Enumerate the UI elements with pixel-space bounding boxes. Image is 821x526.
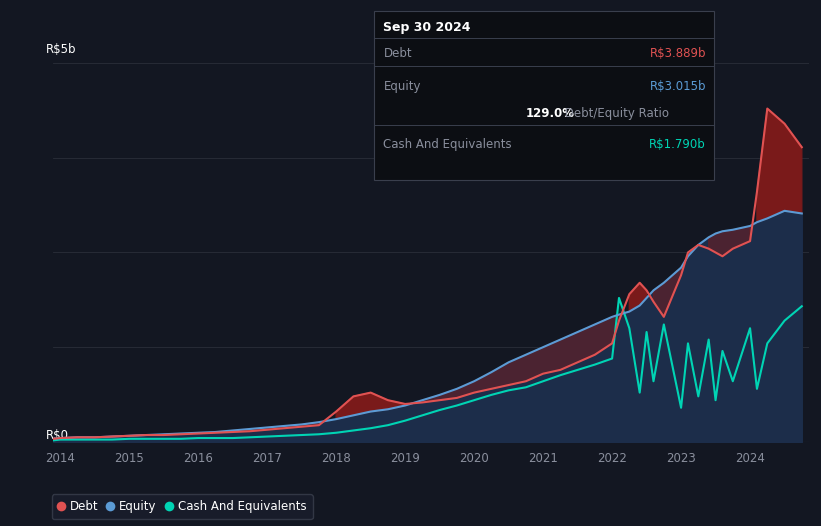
- Text: Equity: Equity: [383, 80, 421, 93]
- Text: Cash And Equivalents: Cash And Equivalents: [383, 138, 512, 151]
- Text: R$0: R$0: [46, 429, 69, 442]
- Text: Debt/Equity Ratio: Debt/Equity Ratio: [561, 107, 669, 119]
- Text: R$5b: R$5b: [46, 43, 76, 56]
- Text: R$3.015b: R$3.015b: [649, 80, 706, 93]
- Text: R$1.790b: R$1.790b: [649, 138, 706, 151]
- Text: Debt: Debt: [383, 47, 412, 60]
- Text: 129.0%: 129.0%: [525, 107, 575, 119]
- Text: R$3.889b: R$3.889b: [649, 47, 706, 60]
- Legend: Debt, Equity, Cash And Equivalents: Debt, Equity, Cash And Equivalents: [52, 494, 313, 519]
- Text: Sep 30 2024: Sep 30 2024: [383, 21, 471, 34]
